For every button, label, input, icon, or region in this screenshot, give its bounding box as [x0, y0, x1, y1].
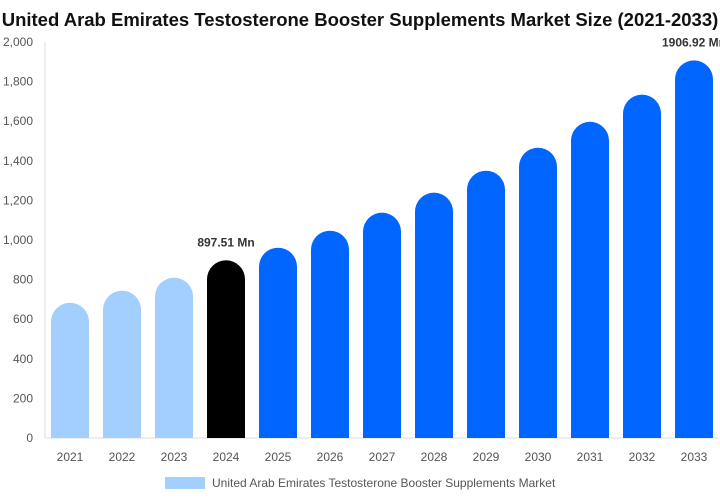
y-tick-label: 1,000	[3, 233, 33, 247]
bar-2028[interactable]	[415, 192, 453, 438]
y-tick-label: 2,000	[3, 35, 33, 49]
x-tick-label: 2025	[265, 450, 292, 464]
bar-2026[interactable]	[311, 230, 349, 438]
bar-2032[interactable]	[623, 94, 661, 438]
x-tick-label: 2030	[525, 450, 552, 464]
data-label-2024: 897.51 Mn	[197, 235, 254, 249]
bar-2029[interactable]	[467, 170, 505, 438]
bar-2027[interactable]	[363, 212, 401, 438]
y-tick-label: 1,600	[3, 114, 33, 128]
x-tick-label: 2026	[317, 450, 344, 464]
bar-2021[interactable]	[51, 302, 89, 438]
x-tick-label: 2021	[57, 450, 84, 464]
legend[interactable]: United Arab Emirates Testosterone Booste…	[165, 476, 556, 490]
bar-2025[interactable]	[259, 247, 297, 438]
x-tick-label: 2029	[473, 450, 500, 464]
x-tick-label: 2027	[369, 450, 396, 464]
y-tick-label: 800	[13, 273, 33, 287]
data-label-2033: 1906.92 Mn	[662, 35, 720, 49]
x-tick-label: 2032	[629, 450, 656, 464]
x-tick-label: 2028	[421, 450, 448, 464]
y-tick-label: 600	[13, 312, 33, 326]
bar-2030[interactable]	[519, 147, 557, 438]
y-tick-label: 0	[26, 431, 33, 445]
bar-2024[interactable]	[207, 260, 245, 438]
y-tick-label: 1,400	[3, 154, 33, 168]
y-tick-label: 400	[13, 352, 33, 366]
legend-swatch	[165, 477, 205, 489]
bar-2033[interactable]	[675, 60, 713, 439]
y-tick-label: 200	[13, 391, 33, 405]
bar-2022[interactable]	[103, 290, 141, 438]
y-tick-label: 1,200	[3, 193, 33, 207]
y-tick-label: 1,800	[3, 75, 33, 89]
chart-title: United Arab Emirates Testosterone Booste…	[2, 9, 719, 30]
x-tick-label: 2023	[161, 450, 188, 464]
x-tick-label: 2022	[109, 450, 136, 464]
legend-label: United Arab Emirates Testosterone Booste…	[212, 476, 556, 490]
bar-2031[interactable]	[571, 121, 609, 439]
x-tick-label: 2024	[213, 450, 240, 464]
x-tick-label: 2031	[577, 450, 604, 464]
bar-2023[interactable]	[155, 277, 193, 438]
x-tick-label: 2033	[681, 450, 708, 464]
